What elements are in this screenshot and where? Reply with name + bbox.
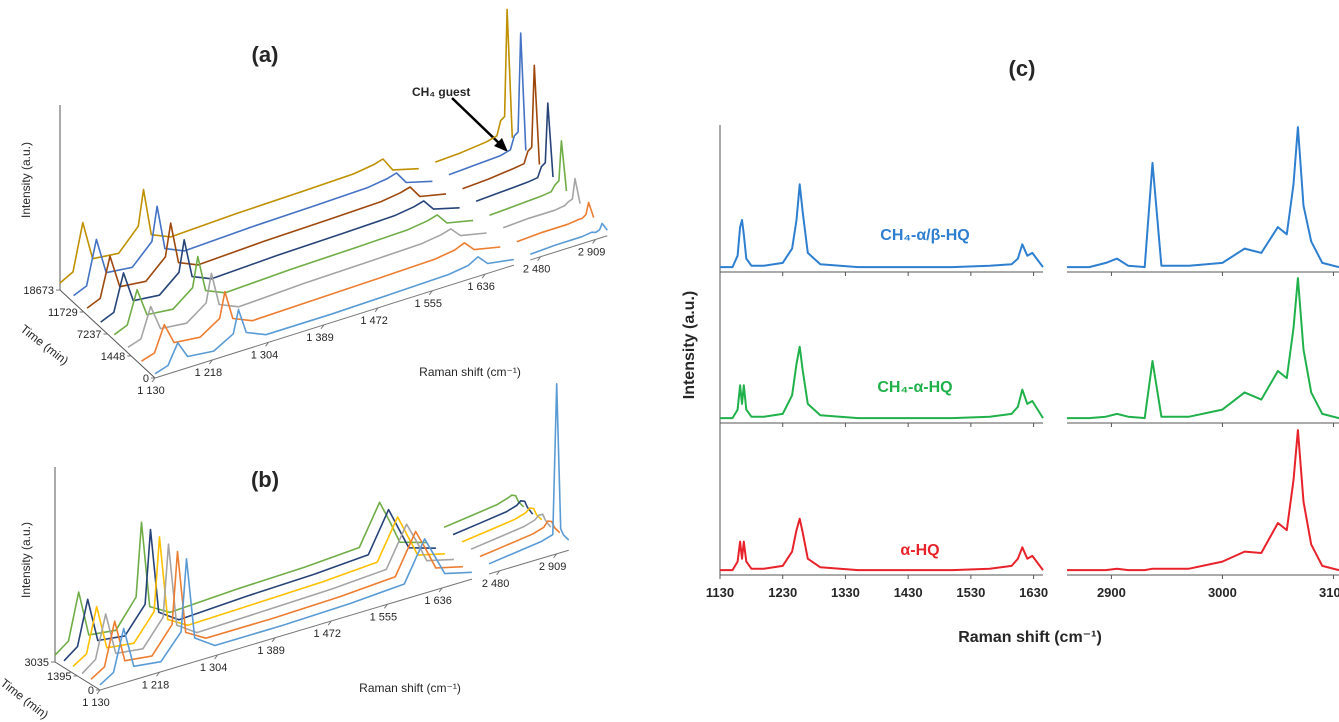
x-tick-label: 1630 [1019,585,1048,600]
z-tick-label: 1448 [101,351,125,363]
z-tick-label: 7237 [77,329,101,341]
x-tick-label: 1230 [768,585,797,600]
spectrum-trace [81,513,552,675]
spectrum-trace [59,8,514,284]
z-tick-label: 11729 [48,307,78,319]
x-tick-label: 2900 [1097,585,1126,600]
series-label: α-HQ [900,542,939,559]
x-tick-label: 2 480 [523,264,551,276]
x-tick-label: 1 389 [257,645,285,657]
x-tick-label: 2 480 [482,578,510,590]
x-tick-label: 2 909 [539,561,567,573]
x-tick [265,341,269,347]
spectrum-trace [86,64,541,309]
z-tick-label: 18673 [23,285,54,297]
x-tick-label: 1530 [956,585,985,600]
x-tick-label: 1 636 [424,595,452,607]
spectrum-trace [90,520,561,680]
y-axis-label: Intensity (a.u.) [681,291,698,399]
x-tick-label: 3100 [1319,585,1339,600]
z-axis-label: Time (min) [0,676,51,722]
x-tick [96,689,101,695]
x-axis [99,578,473,691]
x-tick [496,570,501,576]
x-tick [327,620,332,626]
x-tick-label: 1430 [894,585,923,600]
spectrum-trace [63,500,534,662]
x-tick [209,359,213,365]
x-tick [214,654,219,660]
annotation: CH₄ guest [412,85,470,99]
x-tick [320,324,325,330]
x-tick [151,377,156,383]
x-tick-label: 1 472 [313,628,341,640]
z-tick-label: 1395 [47,671,71,683]
spectrum-line [720,277,1339,420]
spectrum-line [720,126,1339,269]
x-tick [428,290,433,296]
x-axis-label: Raman shift (cm⁻¹) [958,629,1102,646]
x-tick-label: 1 389 [306,332,334,344]
panel-title: (a) [252,42,279,67]
x-tick-label: 1 636 [467,281,495,293]
x-tick [383,603,388,609]
x-tick [374,307,379,313]
annotation-arrow [451,97,503,147]
x-tick-label: 1 130 [137,385,165,397]
spectrum-trace [113,140,568,336]
x-tick-label: 1 218 [195,367,223,379]
x-tick-label: 2 909 [578,246,606,258]
x-axis [488,549,569,575]
x-tick [156,671,160,677]
panel-title: (c) [1009,56,1036,81]
series-label: CH₄-α/β-HQ [880,227,969,244]
x-tick [481,273,486,279]
x-tick-label: 1 555 [370,611,398,623]
z-tick-label: 0 [143,373,149,385]
arrow-head [494,138,508,152]
x-tick-label: 1330 [831,585,860,600]
panel-title: (b) [251,467,279,492]
z-tick-label: 0 [88,685,94,697]
x-tick [553,553,558,559]
x-tick [537,256,541,262]
z-axis-label: Time (min) [18,322,71,368]
x-axis-label: Raman shift (cm⁻¹) [359,681,461,695]
spectrum-trace [72,507,543,667]
x-tick [271,637,276,643]
x-axis-label: Raman shift (cm⁻¹) [419,365,521,379]
spectrum-line [720,429,1339,572]
y-axis-label: Intensity (a.u.) [19,142,33,218]
x-tick-label: 1 304 [200,662,228,674]
x-axis [154,264,514,379]
x-tick-label: 1 304 [251,349,279,361]
x-tick [438,587,443,593]
spectrum-trace [54,494,525,656]
spectrum-trace [127,177,581,348]
y-axis-label: Intensity (a.u.) [19,522,33,598]
x-tick [592,239,596,244]
x-tick-label: 1 472 [360,315,388,327]
x-tick-label: 1 555 [415,298,443,310]
x-axis [530,235,608,261]
spectrum-trace [154,222,608,375]
x-tick-label: 1 218 [142,679,170,691]
x-tick-label: 3000 [1208,585,1237,600]
z-tick-label: 3035 [25,657,49,669]
spectrum-trace [73,32,527,297]
series-label: CH₄-α-HQ [877,379,952,396]
x-tick-label: 1130 [706,585,734,600]
x-tick-label: 1 130 [82,697,110,709]
spectrum-trace [99,383,570,686]
